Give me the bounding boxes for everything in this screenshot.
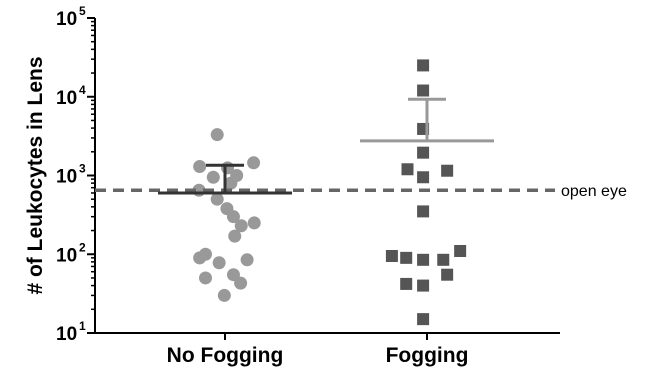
data-point-no-fogging xyxy=(241,253,254,266)
x-category-label: Fogging xyxy=(386,344,469,367)
y-tick-label: 10 xyxy=(56,324,77,345)
data-point-no-fogging xyxy=(193,251,206,264)
data-point-fogging xyxy=(437,254,449,266)
y-tick-label-exponent: 5 xyxy=(79,4,86,18)
data-point-fogging xyxy=(402,163,414,175)
y-tick-label-exponent: 1 xyxy=(79,319,86,333)
data-point-no-fogging xyxy=(213,256,226,269)
reference-line-label: open eye xyxy=(561,183,627,200)
y-tick-label: 10 xyxy=(56,9,77,30)
y-tick-label: 10 xyxy=(56,167,77,188)
y-tick-label: 10 xyxy=(56,245,77,266)
data-point-fogging xyxy=(400,252,412,264)
data-point-fogging xyxy=(417,205,429,217)
data-point-fogging xyxy=(417,280,429,292)
data-point-no-fogging xyxy=(228,230,241,243)
data-point-fogging xyxy=(386,250,398,262)
data-point-no-fogging xyxy=(211,193,224,206)
x-category-label: No Fogging xyxy=(167,344,284,367)
data-point-no-fogging xyxy=(193,160,206,173)
data-point-fogging xyxy=(417,313,429,325)
y-tick-label-exponent: 4 xyxy=(79,83,86,97)
y-tick-label: 10 xyxy=(56,88,77,109)
data-point-no-fogging xyxy=(248,216,261,229)
data-point-no-fogging xyxy=(247,156,260,169)
data-point-fogging xyxy=(417,147,429,159)
data-point-fogging xyxy=(441,269,453,281)
data-point-no-fogging xyxy=(234,277,247,290)
data-point-no-fogging xyxy=(207,171,220,184)
data-point-fogging xyxy=(417,171,429,183)
y-tick-label-exponent: 3 xyxy=(79,162,86,176)
data-point-fogging xyxy=(417,254,429,266)
data-point-fogging xyxy=(400,278,412,290)
data-point-fogging xyxy=(417,85,429,97)
y-axis-label: # of Leukocytes in Lens xyxy=(24,56,47,294)
data-point-no-fogging xyxy=(199,271,212,284)
data-point-no-fogging xyxy=(211,128,224,141)
y-tick-label-exponent: 2 xyxy=(79,240,86,254)
data-point-fogging xyxy=(441,165,453,177)
data-point-no-fogging xyxy=(218,289,231,302)
data-point-fogging xyxy=(417,59,429,71)
data-point-fogging xyxy=(454,245,466,257)
